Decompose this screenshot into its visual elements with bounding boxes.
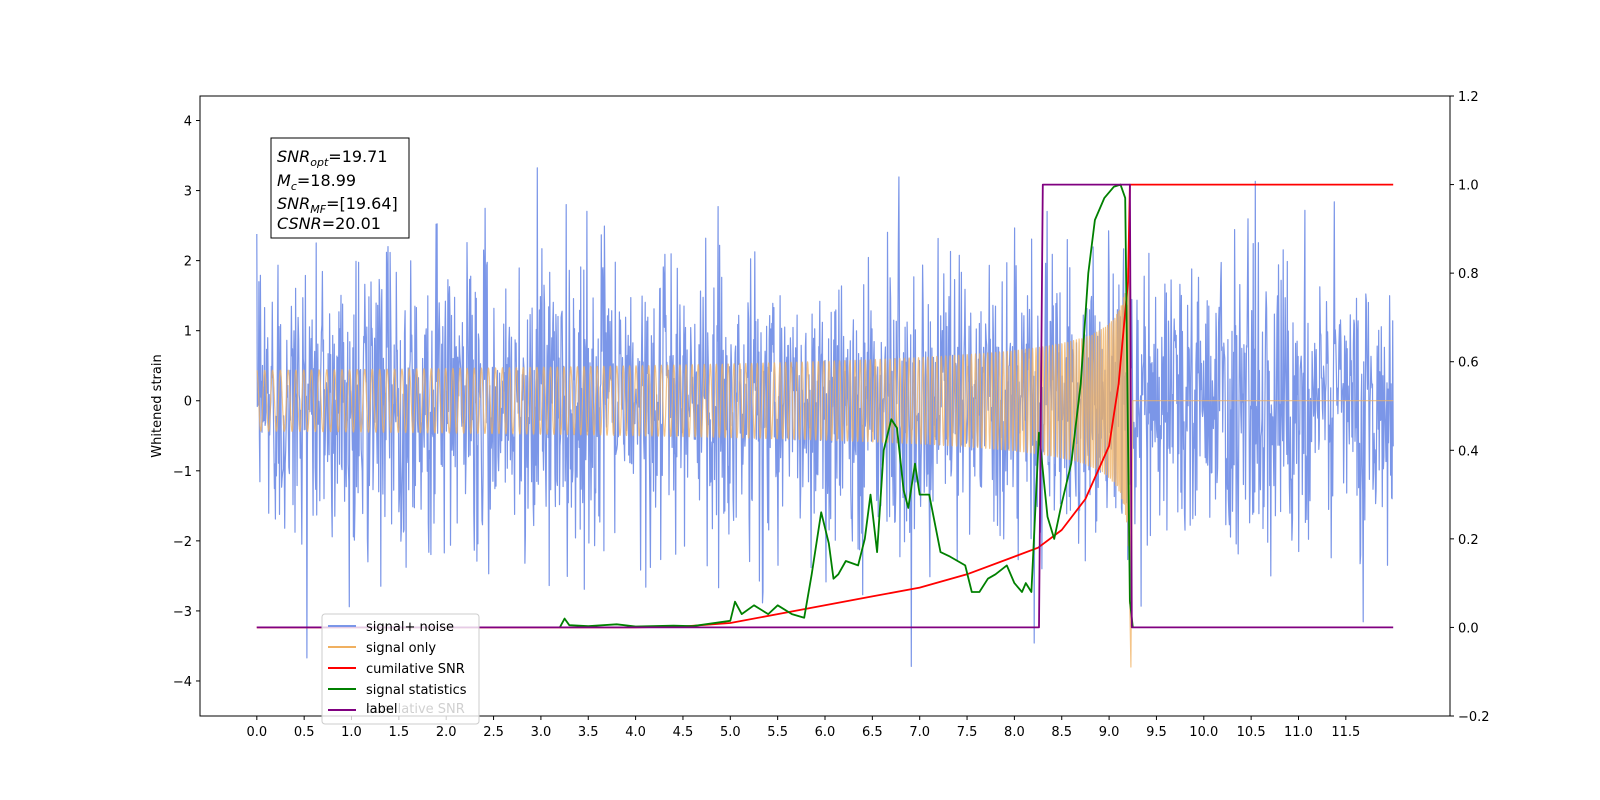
legend: cumilative SNR signal+ noise signal only… (321, 613, 480, 725)
x-tick-label: 1.0 (341, 725, 362, 740)
y-tick-label: −2 (173, 535, 192, 550)
y-tick-label: −4 (173, 675, 192, 690)
y-axis-label: Whitened strain (150, 354, 165, 457)
x-tick-label: 2.0 (436, 725, 457, 740)
series-line-signal-statistics (559, 183, 1134, 628)
y2-tick-label: 0.2 (1458, 533, 1479, 548)
legend-frame (321, 613, 480, 725)
y-tick-label: 4 (184, 115, 192, 130)
y-tick-label: −1 (173, 465, 192, 480)
annotation-box: SNRopt=19.71 Mc=18.99 SNRMF=[19.64] CSNR… (270, 137, 410, 239)
x-tick-label: 8.0 (1004, 725, 1025, 740)
y-axis-right: 1.2 1.0 0.8 0.6 0.4 0.2 0.0 −0.2 (1450, 90, 1490, 725)
y2-tick-label: 0.6 (1458, 356, 1479, 371)
x-tick-label: 6.0 (815, 725, 836, 740)
y2-tick-label: 0.4 (1458, 444, 1479, 459)
x-tick-label: 11.0 (1284, 725, 1313, 740)
annotation-frame (270, 137, 410, 239)
y2-tick-label: 1.2 (1458, 90, 1479, 105)
y-tick-label: −3 (173, 605, 192, 620)
legend-label-signal-only: signal only (366, 641, 436, 656)
x-tick-label: 2.5 (483, 725, 504, 740)
y-tick-label: 1 (184, 325, 192, 340)
x-tick-label: 3.5 (578, 725, 599, 740)
x-tick-label: 4.5 (673, 725, 694, 740)
csnr-text: CSNR=20.01 (277, 214, 381, 233)
legend-label-cumulative-snr: cumilative SNR (366, 662, 465, 677)
snr-opt-text: SNRopt=19.71 (277, 147, 388, 169)
x-tick-label: 10.5 (1237, 725, 1266, 740)
x-axis: 0.0 0.5 1.0 1.5 2.0 2.5 3.0 3.5 4.0 4.5 5.0 5.5 6.0 6… (246, 716, 1360, 740)
y2-tick-label: −0.2 (1458, 710, 1490, 725)
x-tick-label: 0.0 (246, 725, 267, 740)
series-line-signal-noise (256, 167, 1394, 667)
snr-mf-text: SNRMF=[19.64] (277, 194, 398, 216)
y2-tick-label: 0.8 (1458, 267, 1479, 282)
legend-label-signal-statistics: signal statistics (366, 683, 467, 698)
x-tick-label: 1.5 (389, 725, 410, 740)
x-tick-label: 0.5 (294, 725, 315, 740)
x-tick-label: 9.5 (1146, 725, 1167, 740)
x-tick-label: 11.5 (1331, 725, 1360, 740)
y-tick-label: 3 (184, 185, 192, 200)
y-axis-left: 4 3 2 1 0 −1 −2 −3 −4 (173, 115, 200, 690)
x-tick-label: 9.0 (1099, 725, 1120, 740)
y2-tick-label: 0.0 (1458, 621, 1479, 636)
x-tick-label: 4.0 (625, 725, 646, 740)
legend-label-signal-noise: signal+ noise (366, 620, 454, 635)
x-tick-label: 7.5 (957, 725, 978, 740)
mc-text: Mc=18.99 (277, 171, 356, 193)
y-tick-label: 2 (184, 255, 192, 270)
series-layer (256, 167, 1394, 668)
legend-ghost-text: cumilative SNR (366, 702, 465, 717)
series-line-label (256, 183, 1394, 629)
x-tick-label: 3.0 (531, 725, 552, 740)
y-tick-label: 0 (184, 395, 192, 410)
series-line-signal-only (256, 256, 1394, 668)
y2-tick-label: 1.0 (1458, 179, 1479, 194)
x-tick-label: 5.0 (720, 725, 741, 740)
legend-label-label: label (366, 702, 397, 717)
x-tick-label: 7.0 (909, 725, 930, 740)
x-tick-label: 8.5 (1051, 725, 1072, 740)
x-tick-label: 6.5 (862, 725, 883, 740)
x-tick-label: 10.0 (1189, 725, 1218, 740)
x-tick-label: 5.5 (767, 725, 788, 740)
